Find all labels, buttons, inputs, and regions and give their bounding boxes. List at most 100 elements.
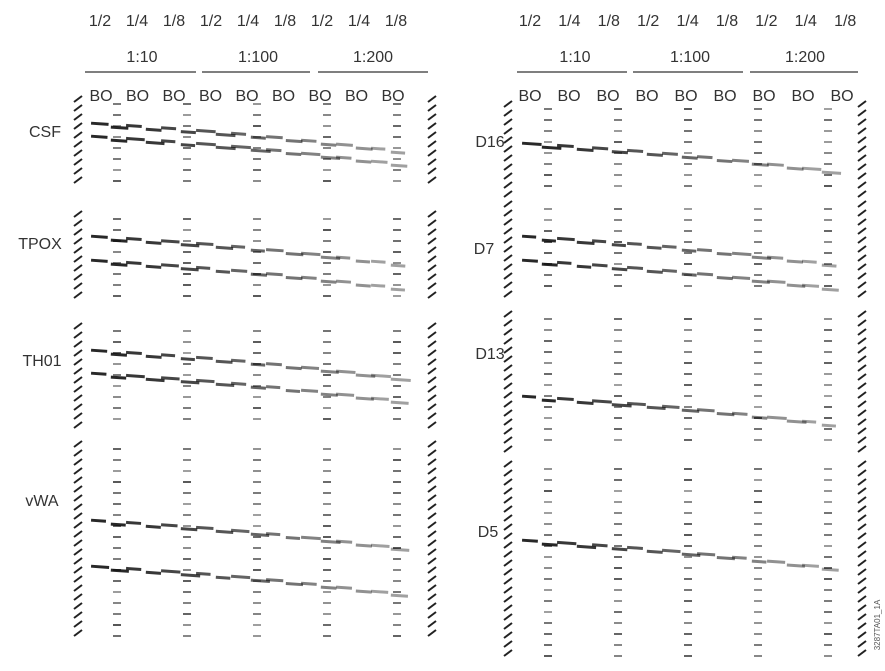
rung-band (824, 406, 832, 408)
rung-band (253, 602, 261, 604)
locus-label: TPOX (18, 236, 62, 253)
rung-band (684, 428, 692, 430)
rung-band (253, 525, 261, 527)
rung-band (183, 240, 191, 242)
rung-band (544, 185, 552, 187)
rung-band (393, 330, 401, 332)
lane-label: BO (635, 88, 658, 105)
rung-band (614, 589, 622, 591)
fraction-label: 1/8 (385, 13, 407, 30)
rung-band (183, 536, 191, 538)
lane-label: BO (791, 88, 814, 105)
rung-band (393, 602, 401, 604)
rung-band (253, 169, 261, 171)
rung-band (684, 285, 692, 287)
lane-label: BO (752, 88, 775, 105)
rung-band (323, 136, 331, 138)
rung-band (614, 567, 622, 569)
rung-band (323, 262, 331, 264)
rung-band (113, 613, 121, 615)
rung-band (393, 240, 401, 242)
rung-band (754, 230, 762, 232)
rung-band (824, 130, 832, 132)
rung-band (183, 158, 191, 160)
fraction-label: 1/4 (237, 13, 259, 30)
rung-band (183, 635, 191, 637)
rung-band (544, 512, 552, 514)
rung-band (614, 230, 622, 232)
rung-band (544, 644, 552, 646)
rung-band (393, 503, 401, 505)
rung-band (754, 329, 762, 331)
rung-band (824, 501, 832, 503)
rung-band (824, 241, 832, 243)
rung-band (754, 119, 762, 121)
rung-band (614, 534, 622, 536)
rung-band (754, 219, 762, 221)
rung-band (393, 125, 401, 127)
rung-band (113, 363, 121, 365)
rung-band (393, 273, 401, 275)
rung-band (113, 503, 121, 505)
rung-band (684, 417, 692, 419)
rung-band (393, 569, 401, 571)
rung-band (323, 374, 331, 376)
rung-band (393, 147, 401, 149)
rung-band (544, 501, 552, 503)
rung-band (183, 459, 191, 461)
rung-band (684, 578, 692, 580)
rung-band (253, 591, 261, 593)
rung-band (614, 351, 622, 353)
rung-band (684, 141, 692, 143)
rung-band (824, 490, 832, 492)
rung-band (754, 384, 762, 386)
rung-band (393, 295, 401, 297)
rung-band (684, 633, 692, 635)
rung-band (323, 418, 331, 420)
rung-band (824, 611, 832, 613)
rung-band (393, 251, 401, 253)
rung-band (684, 600, 692, 602)
dilution-label: 1:100 (238, 49, 278, 66)
rung-band (684, 329, 692, 331)
lane-label: BO (557, 88, 580, 105)
rung-band (614, 219, 622, 221)
rung-band (544, 417, 552, 419)
rung-band (754, 318, 762, 320)
rung-band (323, 396, 331, 398)
rung-band (393, 525, 401, 527)
rung-band (393, 218, 401, 220)
rung-band (824, 362, 832, 364)
rung-band (323, 569, 331, 571)
rung-band (544, 351, 552, 353)
rung-band (183, 218, 191, 220)
rung-band (113, 624, 121, 626)
rung-band (684, 174, 692, 176)
rung-band (393, 284, 401, 286)
rung-band (183, 503, 191, 505)
rung-band (824, 351, 832, 353)
rung-band (323, 525, 331, 527)
rung-band (684, 622, 692, 624)
rung-band (614, 373, 622, 375)
fraction-label: 1/2 (637, 13, 659, 30)
rung-band (754, 395, 762, 397)
rung-band (544, 340, 552, 342)
rung-band (544, 490, 552, 492)
rung-band (393, 536, 401, 538)
rung-band (183, 251, 191, 253)
rung-band (614, 130, 622, 132)
rung-band (393, 492, 401, 494)
rung-band (393, 374, 401, 376)
fraction-label: 1/8 (834, 13, 856, 30)
rung-band (614, 512, 622, 514)
rung-band (113, 591, 121, 593)
rung-band (544, 130, 552, 132)
rung-band (183, 114, 191, 116)
rung-band (824, 428, 832, 430)
rung-band (113, 341, 121, 343)
rung-band (684, 534, 692, 536)
rung-band (393, 180, 401, 182)
lane-label: BO (162, 88, 185, 105)
rung-band (614, 119, 622, 121)
